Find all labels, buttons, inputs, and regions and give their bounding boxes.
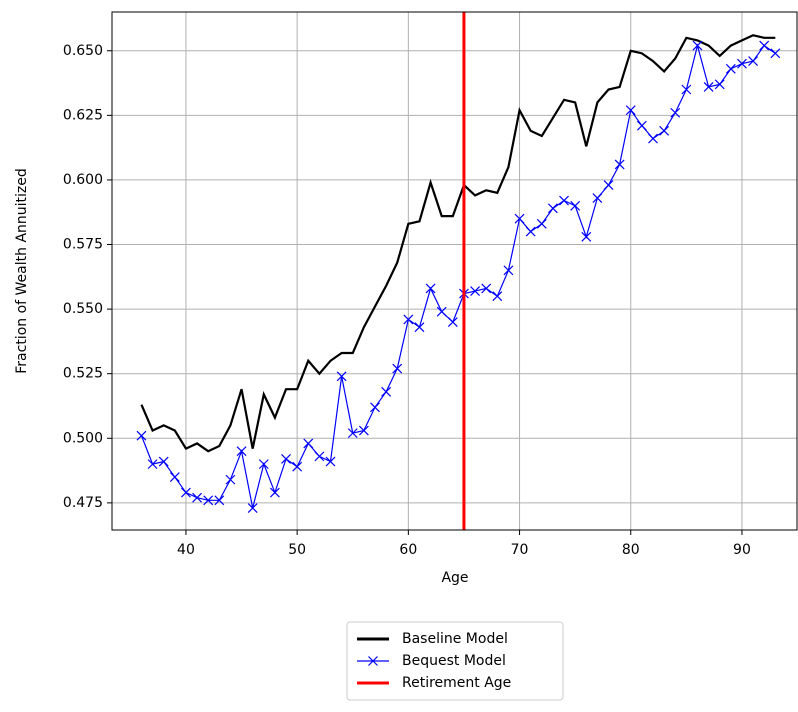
legend-marker: [368, 656, 378, 666]
point-marker: [258, 459, 269, 470]
y-axis-label: Fraction of Wealth Annuitized: [14, 168, 30, 374]
point-marker: [414, 322, 425, 333]
y-tick-label: 0.475: [63, 495, 103, 511]
point-marker: [581, 231, 592, 242]
point-marker: [336, 371, 347, 382]
point-marker: [281, 454, 291, 464]
point-marker: [692, 40, 703, 51]
point-marker: [169, 472, 180, 482]
point-marker: [559, 195, 569, 206]
y-tick-label: 0.500: [63, 430, 103, 446]
legend-box: [346, 621, 564, 701]
point-marker: [225, 474, 236, 485]
point-marker: [314, 451, 325, 462]
x-tick-label: 60: [399, 542, 417, 558]
point-marker: [536, 218, 547, 229]
point-marker: [236, 446, 247, 457]
y-tick-label: 0.575: [63, 237, 103, 253]
point-marker: [592, 193, 603, 203]
point-marker: [392, 363, 403, 374]
point-marker: [481, 283, 492, 294]
x-axis-label: Age: [441, 570, 468, 586]
y-tick-label: 0.650: [63, 43, 103, 59]
plot-frame: [111, 11, 798, 531]
x-tick-label: 90: [733, 542, 751, 558]
point-marker: [158, 456, 169, 467]
point-marker: [659, 125, 670, 136]
point-marker: [625, 105, 636, 116]
point-marker: [370, 402, 380, 413]
point-marker: [247, 503, 258, 513]
point-marker: [136, 430, 147, 441]
point-marker: [636, 120, 647, 131]
point-marker: [503, 265, 514, 276]
point-marker: [203, 495, 214, 506]
point-marker: [737, 58, 747, 69]
point-marker: [648, 133, 658, 144]
y-tick-label: 0.625: [63, 107, 103, 123]
point-marker: [670, 107, 681, 118]
series-line: [140, 43, 776, 509]
point-marker: [570, 200, 581, 211]
point-marker: [547, 203, 558, 214]
point-marker: [381, 386, 392, 397]
legend-label: Baseline Model: [402, 631, 508, 647]
point-marker: [403, 314, 414, 325]
y-tick-label: 0.600: [63, 172, 103, 188]
y-tick-label: 0.525: [63, 366, 103, 382]
point-marker: [492, 291, 503, 302]
y-tick-label: 0.550: [63, 301, 103, 317]
point-marker: [759, 40, 770, 51]
point-marker: [514, 213, 525, 224]
point-marker: [181, 487, 191, 498]
x-tick-label: 50: [288, 542, 306, 558]
point-marker: [358, 425, 369, 436]
x-tick-label: 40: [177, 542, 195, 558]
point-marker: [303, 438, 314, 449]
point-marker: [470, 286, 480, 296]
point-marker: [748, 56, 759, 67]
legend-label: Retirement Age: [402, 675, 511, 691]
x-tick-label: 70: [511, 542, 529, 558]
point-marker: [425, 283, 436, 294]
series-line: [140, 34, 776, 453]
point-marker: [325, 456, 336, 467]
x-tick-label: 80: [622, 542, 640, 558]
point-marker: [714, 79, 725, 90]
point-marker: [603, 180, 614, 191]
point-marker: [269, 487, 280, 498]
point-marker: [347, 428, 358, 439]
point-marker: [436, 306, 447, 317]
point-marker: [725, 63, 736, 74]
point-marker: [214, 495, 225, 506]
point-marker: [447, 317, 458, 327]
point-marker: [703, 81, 714, 92]
point-marker: [681, 84, 692, 95]
point-marker: [770, 48, 781, 59]
point-marker: [192, 492, 202, 503]
point-marker: [292, 461, 303, 472]
point-marker: [614, 159, 625, 170]
point-marker: [525, 226, 536, 237]
point-marker: [147, 459, 158, 470]
legend-label: Bequest Model: [402, 653, 506, 669]
